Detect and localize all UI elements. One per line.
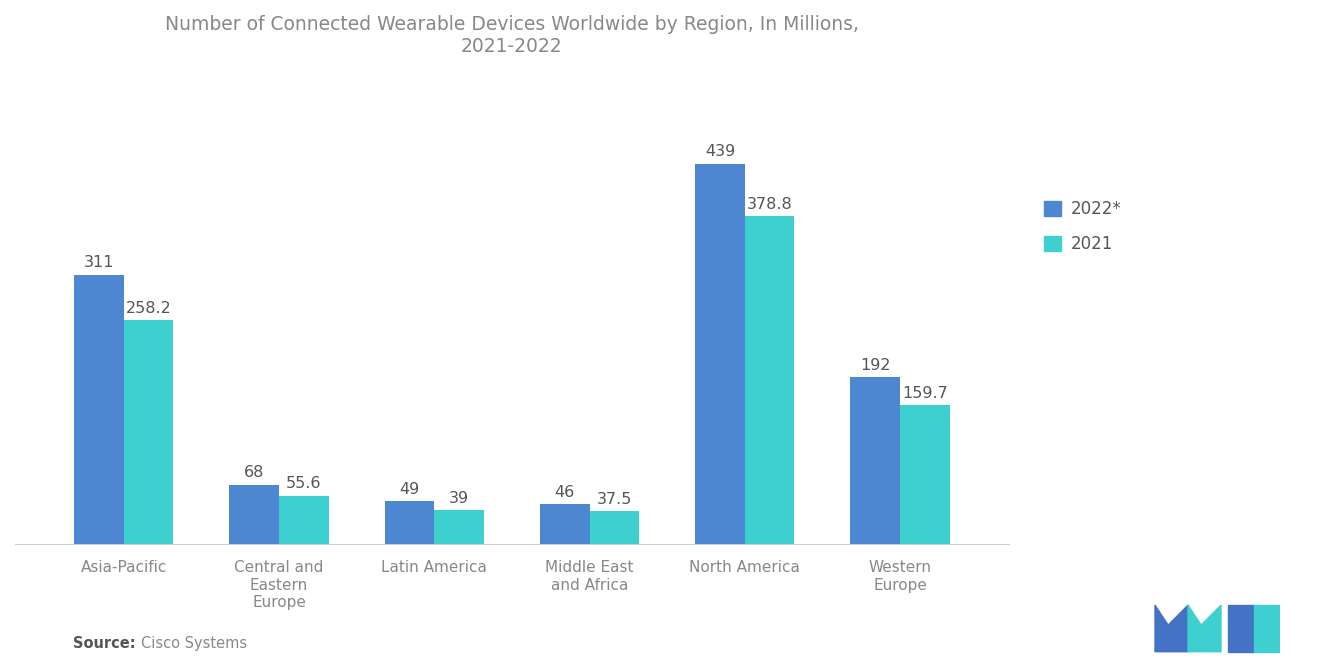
Bar bbox=[124, 321, 173, 543]
Polygon shape bbox=[1228, 605, 1254, 652]
Text: 378.8: 378.8 bbox=[747, 197, 792, 211]
Text: 39: 39 bbox=[449, 491, 469, 505]
Text: Cisco Systems: Cisco Systems bbox=[141, 636, 247, 652]
Bar bbox=[696, 164, 744, 543]
Text: 439: 439 bbox=[705, 144, 735, 160]
Bar bbox=[74, 275, 124, 543]
Bar bbox=[744, 216, 795, 543]
Bar bbox=[279, 495, 329, 543]
Bar bbox=[850, 378, 900, 543]
Polygon shape bbox=[1254, 605, 1280, 652]
Bar bbox=[900, 406, 949, 543]
Text: 68: 68 bbox=[244, 465, 264, 481]
Legend: 2022*, 2021: 2022*, 2021 bbox=[1035, 192, 1130, 261]
Text: 37.5: 37.5 bbox=[597, 492, 632, 507]
Bar bbox=[540, 504, 590, 543]
Text: 55.6: 55.6 bbox=[286, 476, 322, 491]
Bar bbox=[230, 485, 279, 543]
Text: 46: 46 bbox=[554, 485, 574, 499]
Polygon shape bbox=[1155, 605, 1188, 652]
Title: Number of Connected Wearable Devices Worldwide by Region, In Millions,
2021-2022: Number of Connected Wearable Devices Wor… bbox=[165, 15, 859, 56]
Bar bbox=[590, 511, 639, 543]
Text: 258.2: 258.2 bbox=[125, 301, 172, 316]
Text: 159.7: 159.7 bbox=[902, 386, 948, 401]
Text: Source:: Source: bbox=[73, 636, 135, 652]
Text: 192: 192 bbox=[859, 358, 891, 373]
Polygon shape bbox=[1188, 605, 1221, 652]
Bar bbox=[434, 510, 484, 543]
Text: 311: 311 bbox=[83, 255, 114, 270]
Text: 49: 49 bbox=[399, 482, 420, 497]
Bar bbox=[384, 501, 434, 543]
